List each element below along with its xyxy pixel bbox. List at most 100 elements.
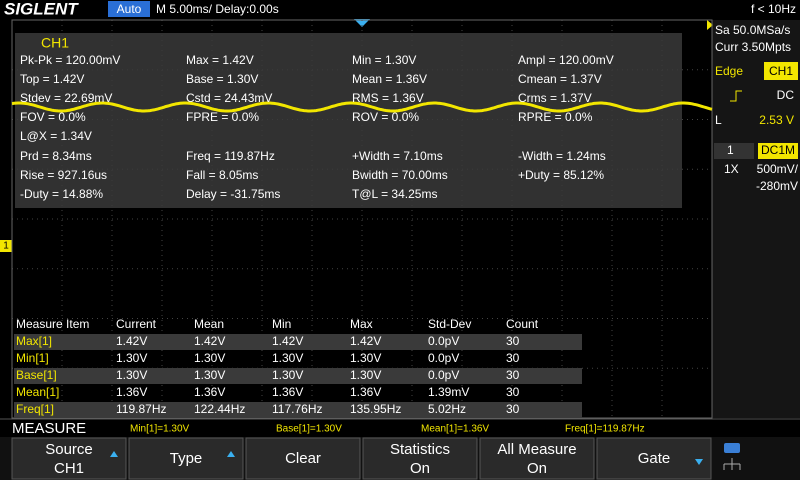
stat-header: Max	[350, 317, 373, 331]
waveform	[11, 101, 713, 113]
memory: Curr 3.50Mpts	[715, 40, 791, 54]
measurement-value: FOV = 0.0%	[20, 110, 86, 124]
softkey[interactable]	[128, 437, 244, 480]
stat-value: 1.30V	[350, 351, 381, 365]
level: 2.53 V	[759, 113, 794, 127]
measurement-value: L@X = 1.34V	[20, 129, 92, 143]
frequency: f < 10Hz	[751, 2, 796, 16]
status-label: MEASURE	[12, 420, 86, 437]
softkey[interactable]	[245, 437, 361, 480]
stat-item: Min[1]	[16, 351, 49, 365]
softkey-arrow	[227, 451, 235, 457]
scale: 500mV/	[757, 162, 799, 176]
measurement-value: T@L = 34.25ms	[352, 187, 437, 201]
channel-marker-box	[0, 240, 12, 252]
edge-icon	[730, 90, 742, 102]
stat-value: 30	[506, 402, 520, 416]
softkey-value: CH1	[54, 460, 84, 477]
offset: -280mV	[756, 179, 798, 193]
status-item: Min[1]=1.30V	[130, 424, 190, 435]
channel: 1	[727, 143, 734, 157]
channel-box	[714, 143, 754, 159]
stat-value: 135.95Hz	[350, 402, 401, 416]
stat-value: 30	[506, 351, 520, 365]
softkey-arrow	[695, 459, 703, 465]
channel-coupling-box	[758, 143, 798, 159]
usb-icon	[724, 443, 740, 453]
softkey-label: All Measure	[497, 441, 576, 458]
measurement-value: Bwidth = 70.00ms	[352, 168, 448, 182]
stat-value: 1.30V	[272, 351, 303, 365]
measurement-value: RPRE = 0.0%	[518, 110, 593, 124]
timebase: M 5.00ms/ Delay:0.00s	[156, 2, 279, 16]
stat-value: 119.87Hz	[116, 402, 166, 416]
measurement-value: Ampl = 120.00mV	[518, 53, 614, 67]
coupling: DC	[777, 88, 795, 102]
status-item: Freq[1]=119.87Hz	[565, 424, 645, 435]
measurement-value: Pk-Pk = 120.00mV	[20, 53, 120, 67]
stat-value: 1.42V	[194, 334, 225, 348]
measurement-value: +Duty = 85.12%	[518, 168, 604, 182]
measurement-value: Prd = 8.34ms	[20, 149, 92, 163]
measurement-value: Min = 1.30V	[352, 53, 416, 67]
softkey[interactable]	[362, 437, 478, 480]
stat-value: 1.36V	[194, 385, 225, 399]
stat-value: 1.36V	[272, 385, 303, 399]
measure-channel: CH1	[41, 35, 69, 51]
stat-value: 122.44Hz	[194, 402, 245, 416]
stat-header: Current	[116, 317, 157, 331]
trigger-source-box	[764, 62, 798, 80]
stat-item: Freq[1]	[16, 402, 54, 416]
stat-header: Measure Item	[16, 317, 89, 331]
stat-value: 1.36V	[116, 385, 147, 399]
measurement-value: Freq = 119.87Hz	[186, 149, 275, 163]
measurement-value: Stdev = 22.69mV	[20, 91, 112, 105]
channel-coupling: DC1M	[761, 143, 795, 157]
stat-item: Max[1]	[16, 334, 52, 348]
measurement-value: Cstd = 24.43mV	[186, 91, 272, 105]
measurement-value: Base = 1.30V	[186, 72, 258, 86]
measurement-panel	[15, 33, 682, 208]
channel-marker: 1	[3, 241, 9, 252]
stat-value: 5.02Hz	[428, 402, 466, 416]
measurement-value: -Duty = 14.88%	[20, 187, 103, 201]
softkey[interactable]	[11, 437, 127, 480]
stat-value: 0.0pV	[428, 351, 459, 365]
softkey-label: Source	[45, 441, 93, 458]
stat-item: Base[1]	[16, 368, 57, 382]
stat-header: Min	[272, 317, 291, 331]
measurement-value: Delay = -31.75ms	[186, 187, 280, 201]
stat-value: 1.42V	[116, 334, 147, 348]
softkey-value: On	[410, 460, 430, 477]
stat-value: 30	[506, 368, 520, 382]
stat-item: Mean[1]	[16, 385, 59, 399]
side-panel	[712, 20, 800, 418]
trigger-level-marker	[707, 20, 713, 30]
softkey-label: Clear	[285, 450, 321, 467]
sample-rate: Sa 50.0MSa/s	[715, 23, 790, 37]
probe: 1X	[724, 162, 739, 176]
stat-value: 30	[506, 385, 520, 399]
measurement-value: Mean = 1.36V	[352, 72, 427, 86]
stat-row-bg	[14, 334, 582, 350]
stat-value: 1.30V	[350, 368, 381, 382]
softkey[interactable]	[479, 437, 595, 480]
stat-header: Std-Dev	[428, 317, 471, 331]
stat-value: 1.42V	[272, 334, 303, 348]
stat-value: 1.30V	[116, 351, 147, 365]
level-label: L	[715, 113, 722, 127]
stat-header: Count	[506, 317, 539, 331]
status-item: Mean[1]=1.36V	[421, 424, 489, 435]
stat-value: 1.30V	[272, 368, 303, 382]
status-item: Base[1]=1.30V	[276, 424, 342, 435]
mode: Auto	[117, 2, 142, 16]
measurement-value: FPRE = 0.0%	[186, 110, 259, 124]
network-icon	[723, 458, 741, 470]
softkey[interactable]	[596, 437, 712, 480]
softkey-value: On	[527, 460, 547, 477]
trigger-source: CH1	[769, 64, 793, 78]
measurement-value: Rise = 927.16us	[20, 168, 107, 182]
mode-box	[108, 1, 150, 17]
stat-row-bg	[14, 368, 582, 384]
